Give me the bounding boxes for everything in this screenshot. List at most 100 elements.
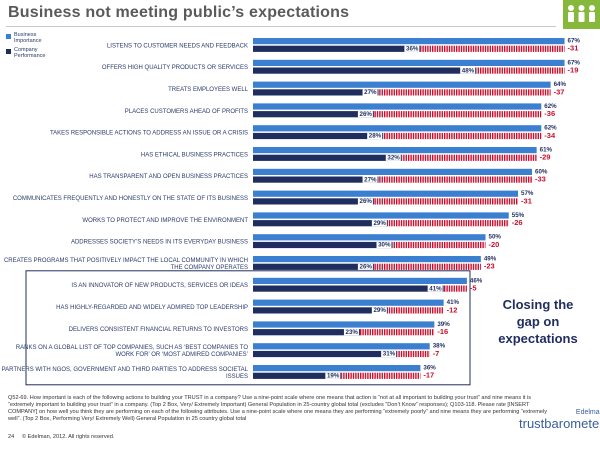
gap-bar xyxy=(373,263,481,270)
legend-label-performance: Company Performance xyxy=(14,47,46,59)
performance-label-backing xyxy=(376,241,392,249)
performance-value-label: 29% xyxy=(373,307,386,314)
gap-bar xyxy=(387,220,509,227)
gap-bar xyxy=(383,132,542,140)
category-label: WORK FOR’ OR ‘MOST ADMIRED COMPANIES’ xyxy=(115,352,248,358)
performance-bar xyxy=(253,89,379,96)
gap-value-label: -17 xyxy=(423,371,434,380)
brand-edelman: Edelman xyxy=(575,409,600,416)
performance-value-label: 27% xyxy=(364,89,377,96)
chart-legend: Business Importance Company Performance xyxy=(6,32,50,62)
closing-gap-callout: Closing the gap on expectations xyxy=(498,297,578,346)
category-label: WORKS TO PROTECT AND IMPROVE THE ENVIRON… xyxy=(82,218,248,224)
performance-value-label: 29% xyxy=(373,220,386,227)
legend-label-importance: Business Importance xyxy=(14,32,42,44)
performance-value-label: 30% xyxy=(378,242,391,249)
category-label: PLACES CUSTOMERS AHEAD OF PROFITS xyxy=(125,109,248,115)
gap-value-label: -12 xyxy=(447,305,458,314)
performance-bar xyxy=(253,329,360,336)
performance-label-backing xyxy=(362,176,378,183)
gap-bar xyxy=(397,350,430,358)
gap-bar xyxy=(378,89,551,96)
importance-bar xyxy=(253,190,519,197)
performance-value-label: 26% xyxy=(360,111,373,118)
copyright-text: © Edelman, 2012. All rights reserved. xyxy=(22,434,115,440)
gap-bar xyxy=(359,329,435,336)
category-label: HAS ETHICAL BUSINESS PRACTICES xyxy=(141,152,248,158)
brand-trustbarometer: trustbarometer xyxy=(519,416,600,431)
performance-bar xyxy=(253,241,393,249)
performance-label-backing xyxy=(371,307,387,314)
gap-bar xyxy=(392,241,486,249)
gap-bar xyxy=(387,307,444,314)
performance-value-label: 31% xyxy=(383,351,396,358)
category-label: HAS TRANSPARENT AND OPEN BUSINESS PRACTI… xyxy=(89,174,248,180)
category-label: HAS HIGHLY-REGARDED AND WIDELY ADMIRED T… xyxy=(56,305,248,311)
performance-label-backing xyxy=(325,372,341,379)
performance-bar xyxy=(253,132,384,140)
trustbarometer-logo: Edelman trustbarometer xyxy=(519,409,600,431)
importance-value-label: 41% xyxy=(447,299,460,306)
importance-value-label: 62% xyxy=(544,125,557,132)
category-label: RANKS ON A GLOBAL LIST OF TOP COMPANIES,… xyxy=(16,345,249,351)
gap-value-label: -23 xyxy=(484,262,495,271)
gap-bar xyxy=(373,198,519,205)
importance-value-label: 61% xyxy=(540,147,553,154)
legend-item-importance: Business Importance xyxy=(6,32,50,44)
importance-bar xyxy=(253,365,421,372)
performance-bar xyxy=(253,67,477,74)
performance-bar xyxy=(253,350,398,358)
category-label: DELIVERS CONSISTENT FINANCIAL RETURNS TO… xyxy=(69,327,248,333)
performance-label-backing xyxy=(385,154,401,161)
legend-swatch-performance xyxy=(6,49,11,54)
importance-bar xyxy=(253,343,430,350)
performance-bar xyxy=(253,307,388,314)
importance-value-label: 64% xyxy=(554,81,567,88)
gap-bar xyxy=(420,45,565,52)
performance-bar xyxy=(253,111,374,118)
performance-label-backing xyxy=(371,220,387,227)
category-label: ADDRESSES SOCIETY’S NEEDS IN ITS EVERYDA… xyxy=(71,240,248,246)
importance-bar xyxy=(253,299,444,306)
performance-label-backing xyxy=(357,111,373,118)
category-label: PARTNERS WITH NGOS, GOVERNMENT AND THIRD… xyxy=(2,367,249,373)
performance-bar xyxy=(253,263,374,270)
performance-value-label: 36% xyxy=(406,46,419,53)
performance-value-label: 41% xyxy=(429,285,442,292)
importance-bar xyxy=(253,147,537,154)
performance-label-backing xyxy=(343,329,359,336)
importance-value-label: 57% xyxy=(521,190,534,197)
legend-swatch-importance xyxy=(6,34,11,39)
category-label: IS AN INNOVATOR OF NEW PRODUCTS, SERVICE… xyxy=(71,283,248,289)
importance-value-label: 36% xyxy=(423,365,436,372)
performance-bar xyxy=(253,372,342,379)
gap-value-label: -7 xyxy=(433,349,440,358)
gap-value-label: -16 xyxy=(437,327,448,336)
performance-value-label: 27% xyxy=(364,176,377,183)
performance-bar xyxy=(253,198,374,205)
importance-bar xyxy=(253,234,486,241)
performance-bar xyxy=(253,220,388,227)
gap-value-label: -20 xyxy=(489,240,500,249)
gap-value-label: -19 xyxy=(568,66,579,75)
highlight-group-box xyxy=(25,270,471,386)
gap-bar xyxy=(341,372,421,379)
gap-value-label: -31 xyxy=(568,44,579,53)
performance-label-backing xyxy=(357,263,373,270)
page-title: Business not meeting public’s expectatio… xyxy=(8,4,350,21)
methodology-note: Q52-69. How important is each of the fol… xyxy=(8,395,548,422)
gap-value-label: -5 xyxy=(470,284,477,293)
gap-value-label: -29 xyxy=(540,153,551,162)
gap-bar xyxy=(443,285,467,292)
performance-value-label: 28% xyxy=(369,133,382,140)
importance-bar xyxy=(253,125,542,132)
performance-value-label: 26% xyxy=(360,198,373,205)
legend-item-performance: Company Performance xyxy=(6,47,50,59)
importance-value-label: 39% xyxy=(437,321,450,328)
performance-bar xyxy=(253,45,421,52)
title-divider xyxy=(6,26,556,27)
importance-bar xyxy=(253,38,565,45)
category-label: LISTENS TO CUSTOMER NEEDS AND FEEDBACK xyxy=(107,43,248,49)
importance-value-label: 38% xyxy=(433,343,446,350)
importance-value-label: 60% xyxy=(535,168,548,175)
